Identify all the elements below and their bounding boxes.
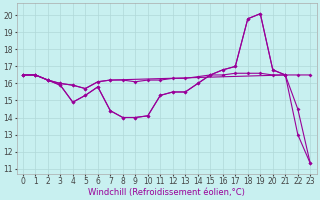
X-axis label: Windchill (Refroidissement éolien,°C): Windchill (Refroidissement éolien,°C) xyxy=(88,188,245,197)
